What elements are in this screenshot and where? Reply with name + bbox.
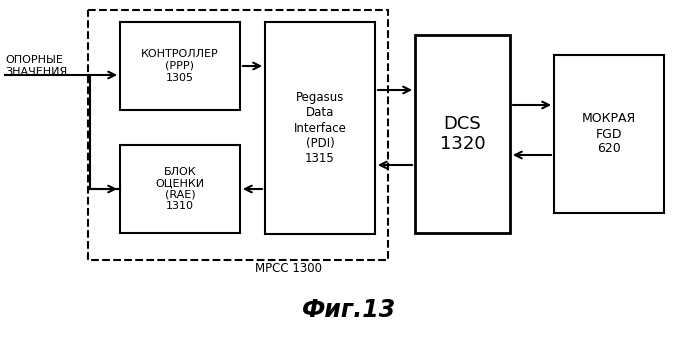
Bar (120, 145, 240, 233)
Bar (120, 22, 240, 110)
Bar (554, 55, 664, 213)
Text: МОКРАЯ
FGD
620: МОКРАЯ FGD 620 (582, 113, 636, 155)
Text: Pegasus
Data
Interface
(PDI)
1315: Pegasus Data Interface (PDI) 1315 (294, 91, 347, 165)
Text: Фиг.13: Фиг.13 (302, 298, 396, 322)
Text: MPCC 1300: MPCC 1300 (255, 262, 322, 275)
Bar (88, 10, 388, 260)
Bar (265, 22, 375, 234)
Text: КОНТРОЛЛЕР
(PPP)
1305: КОНТРОЛЛЕР (PPP) 1305 (141, 49, 219, 83)
Bar (415, 35, 510, 233)
Text: DCS
1320: DCS 1320 (440, 115, 485, 153)
Text: БЛОК
ОЦЕНКИ
(RAE)
1310: БЛОК ОЦЕНКИ (RAE) 1310 (155, 167, 205, 211)
Text: ОПОРНЫЕ
ЗНАЧЕНИЯ: ОПОРНЫЕ ЗНАЧЕНИЯ (5, 55, 67, 76)
